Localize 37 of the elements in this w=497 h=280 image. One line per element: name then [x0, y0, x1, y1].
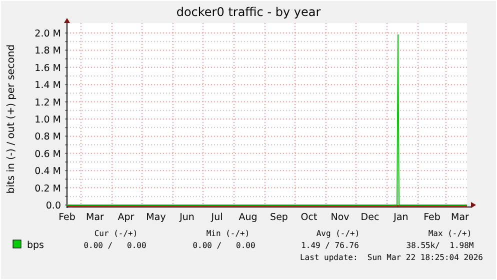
x-tick-label: Jun	[178, 212, 194, 223]
x-tick-label: Dec	[360, 212, 380, 223]
x-tick-label: Jan	[392, 212, 408, 223]
text: 0.00 / 0.00	[192, 241, 256, 250]
y-axis-title: bits in (-) / out (+) per second	[6, 44, 17, 194]
y-tick-label: 2.0 M	[34, 28, 61, 40]
text: Max (-/+)	[428, 229, 472, 238]
x-tick-label: Jul	[210, 212, 223, 223]
y-tick-label: 1.6 M	[34, 62, 61, 74]
text: Min (-/+)	[206, 229, 250, 238]
text: 0.00 / 0.00	[84, 241, 146, 250]
y-tick-label: 1.0 M	[34, 114, 61, 126]
y-tick-label: 0.2 M	[34, 183, 61, 194]
x-tick-label: Mar	[451, 212, 470, 223]
x-tick-label: Apr	[118, 212, 134, 223]
x-tick-label: Sep	[270, 212, 288, 223]
y-tick-label: 0.0	[46, 200, 61, 212]
y-tick-label: 0.8 M	[34, 132, 61, 143]
text: Avg (-/+)	[316, 229, 360, 238]
x-tick-label: Mar	[86, 212, 104, 223]
legend-label: bps	[27, 240, 44, 251]
text: Cur (-/+)	[94, 229, 138, 238]
x-tick-label: Feb	[424, 212, 440, 223]
x-tick-label: Oct	[300, 212, 318, 223]
text: Last update: Sun Mar 22 18:25:04 2026	[300, 253, 484, 262]
y-tick-label: 0.4 M	[34, 166, 61, 178]
text: 38.55k/ 1.98M	[406, 241, 474, 250]
x-tick-label: Feb	[58, 212, 76, 223]
x-tick-label: May	[146, 212, 166, 223]
x-tick-label: Aug	[238, 212, 258, 223]
y-tick-label: 1.4 M	[34, 80, 61, 92]
y-tick-label: 0.6 M	[34, 148, 61, 160]
x-tick-label: Nov	[330, 212, 350, 223]
y-tick-label: 1.2 M	[34, 97, 61, 108]
y-tick-label: 1.8 M	[34, 46, 61, 57]
chart-title: docker0 traffic - by year	[176, 5, 321, 19]
text: 1.49 / 76.76	[301, 241, 360, 250]
